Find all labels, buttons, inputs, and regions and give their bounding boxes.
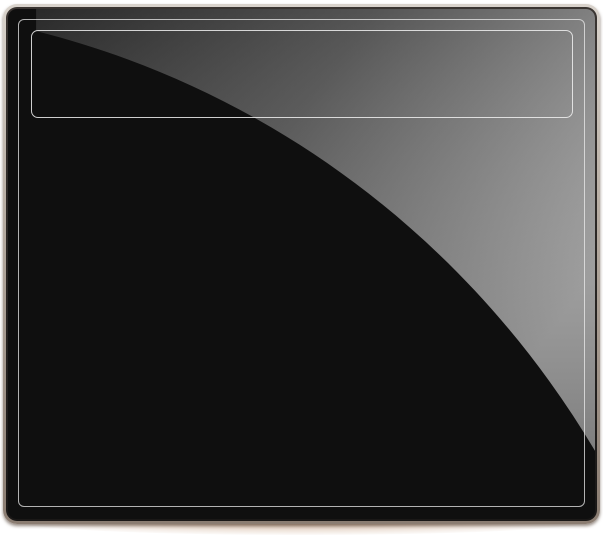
panel-bezel-inner [6, 7, 597, 521]
panel-screen [8, 9, 595, 519]
screen-inner-outline [18, 19, 585, 507]
title-bar [31, 30, 573, 118]
panel-bezel [3, 4, 600, 524]
gloss-highlight [36, 9, 595, 451]
